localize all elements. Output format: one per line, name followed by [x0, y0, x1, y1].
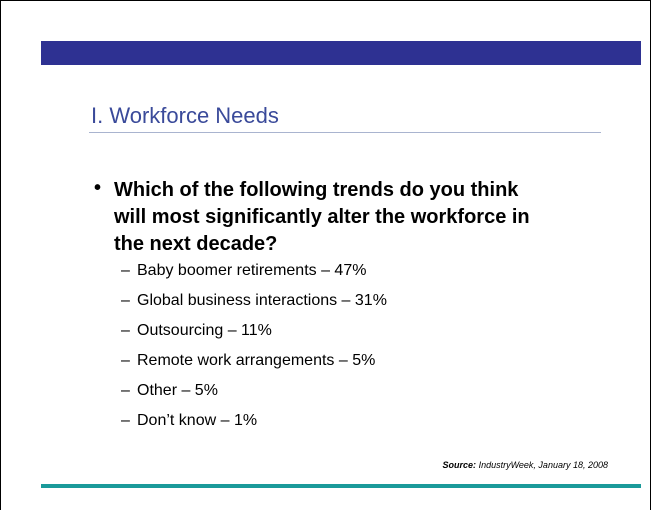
bullet: • [94, 177, 102, 199]
item: Global business interactions – 31% [121, 289, 387, 319]
bottom-bar [41, 484, 641, 488]
slide-title: I. Workforce Needs [91, 103, 279, 128]
title-rule [89, 132, 601, 133]
item: Baby boomer retirements – 47% [121, 259, 387, 289]
top-bar [41, 41, 641, 65]
source-label: Source: [442, 460, 477, 470]
item: Outsourcing – 11% [121, 319, 387, 349]
item-list: Baby boomer retirements – 47%Global busi… [121, 259, 387, 439]
item: Don’t know – 1% [121, 409, 387, 439]
source-text: IndustryWeek, January 18, 2008 [478, 460, 608, 470]
item: Other – 5% [121, 379, 387, 409]
question: Which of the following trends do you thi… [114, 179, 530, 255]
item: Remote work arrangements – 5% [121, 349, 387, 379]
source: Source: IndustryWeek, January 18, 2008 [443, 460, 608, 470]
